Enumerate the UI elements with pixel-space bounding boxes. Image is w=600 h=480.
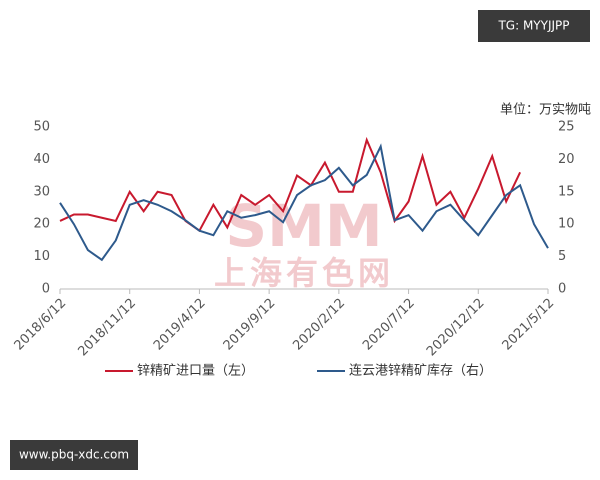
x-tick-label: 2019/4/12 — [151, 296, 209, 354]
watermark: 上海有色网 — [214, 254, 394, 292]
y-tick-label: 10 — [33, 249, 50, 264]
y-tick-label: 20 — [33, 217, 50, 232]
y-tick-label: 0 — [42, 282, 50, 297]
watermark: SMM — [225, 192, 382, 260]
x-tick-label: 2018/11/12 — [75, 296, 139, 360]
y-tick-label: 40 — [33, 152, 50, 167]
y2-tick-label: 0 — [558, 282, 566, 297]
legend-label: 锌精矿进口量（左） — [137, 364, 254, 379]
y-tick-label: 30 — [33, 184, 50, 199]
y2-tick-label: 5 — [558, 249, 566, 264]
unit-label: 单位：万实物吨 — [500, 103, 591, 118]
x-tick-label: 2020/12/12 — [424, 296, 488, 360]
x-tick-label: 2020/2/12 — [290, 296, 348, 354]
y2-tick-label: 15 — [558, 184, 575, 199]
y2-tick-label: 10 — [558, 217, 575, 232]
x-tick-label: 2019/9/12 — [221, 296, 279, 354]
y2-tick-label: 25 — [558, 120, 575, 135]
badge-box — [10, 440, 138, 470]
legend-label: 连云港锌精矿库存（右） — [349, 363, 492, 379]
badge: TG: MYYJJPP — [497, 19, 569, 33]
y-tick-label: 50 — [33, 120, 50, 135]
series-line — [59, 143, 549, 262]
y2-tick-label: 20 — [558, 152, 575, 167]
badge: www.pbq-xdc.com — [19, 448, 129, 462]
x-tick-label: 2018/6/12 — [12, 296, 70, 354]
badge-box — [478, 10, 590, 42]
x-tick-label: 2021/5/12 — [500, 296, 558, 354]
x-tick-label: 2020/7/12 — [360, 296, 418, 354]
